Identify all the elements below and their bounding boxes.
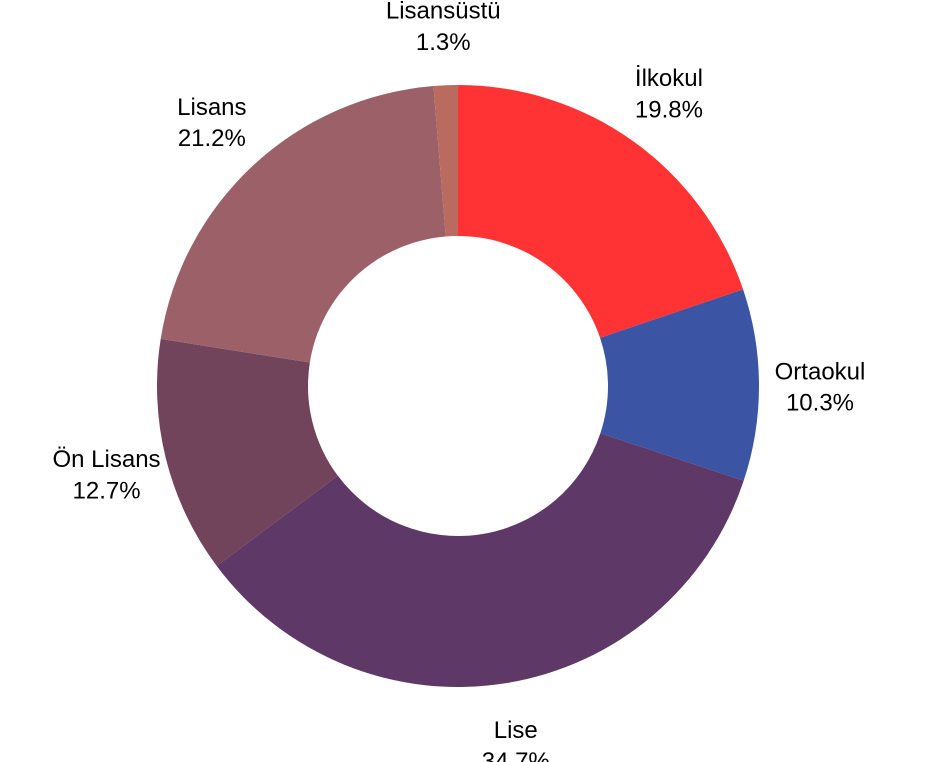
value-label: 10.3%	[786, 389, 854, 416]
value-label: 12.7%	[73, 477, 141, 504]
donut-slice	[600, 289, 759, 481]
category-label: Ön Lisans	[53, 446, 161, 473]
donut-slice	[458, 85, 744, 338]
value-label: 19.8%	[635, 96, 703, 123]
value-label: 21.2%	[178, 125, 246, 152]
slice-label: Lisansüstü 1.3%	[386, 0, 501, 56]
category-label: Lise	[494, 717, 538, 744]
category-label: İlkokul	[635, 65, 703, 92]
category-label: Lisans	[177, 94, 246, 121]
value-label: 1.3%	[416, 29, 471, 56]
slice-label: Lisans 21.2%	[177, 94, 246, 152]
donut-slice	[433, 85, 458, 237]
category-label: Lisansüstü	[386, 0, 501, 25]
value-label: 34.7%	[482, 748, 550, 762]
donut-slice	[157, 338, 338, 566]
slice-label: İlkokul 19.8%	[635, 65, 703, 123]
slice-label: Ön Lisans 12.7%	[53, 446, 161, 504]
slice-label: Ortaokul 10.3%	[775, 358, 866, 416]
donut-slice	[216, 433, 744, 687]
donut-slice	[160, 86, 446, 363]
category-label: Ortaokul	[775, 358, 866, 385]
slice-label: Lise 34.7%	[482, 717, 550, 762]
